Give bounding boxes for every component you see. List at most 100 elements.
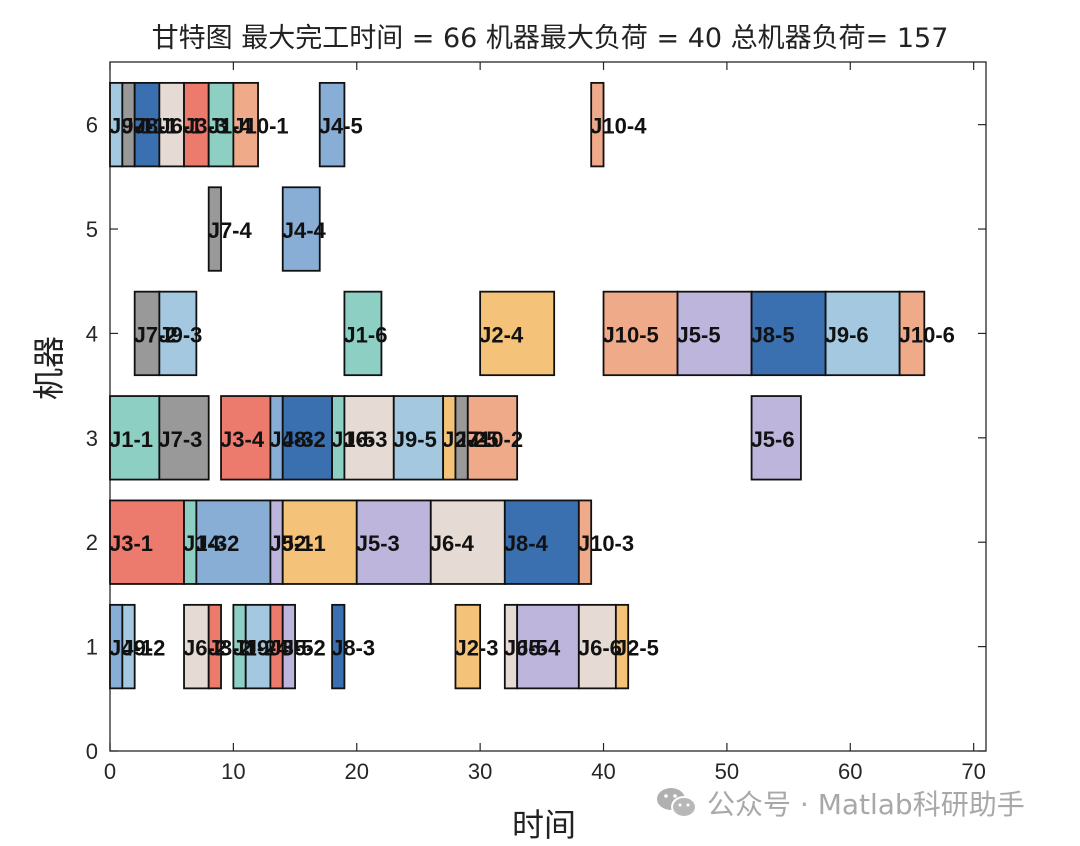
task-label: J10-3 (578, 531, 634, 556)
task-label: J5-4 (516, 636, 561, 661)
x-tick-label: 40 (591, 759, 615, 784)
task-label: J1-1 (109, 427, 153, 452)
task-label: J1-4 (208, 114, 253, 139)
task-label: J2-4 (479, 322, 524, 347)
task-label: J4-4 (282, 218, 327, 243)
y-tick-label: 5 (86, 217, 98, 242)
task-bar (898, 290, 926, 377)
task-bar (183, 603, 210, 690)
task-label: J7-2 (134, 322, 178, 347)
task-label: J1-5 (331, 427, 375, 452)
task-bars: J4-1J9-2 J6-2J3-2J1-2J9-4J3-5J5-2 J8-3 J2-3… (109, 81, 955, 690)
watermark: 公众号 · Matlab科研助手 (655, 783, 1025, 823)
task-label: J9-3 (158, 322, 202, 347)
x-tick-label: 70 (961, 759, 985, 784)
y-tick-label: 1 (86, 635, 98, 660)
task-label: J9-4 (245, 636, 290, 661)
task-label: J6-5 (504, 636, 548, 661)
task-label: J1-6 (343, 322, 387, 347)
x-tick-label: 20 (345, 759, 369, 784)
y-tick-label: 2 (86, 530, 98, 555)
task-label: J4-1 (109, 636, 153, 661)
task-label: J6-3 (343, 427, 387, 452)
task-bar (158, 395, 210, 481)
task-label: J3-3 (183, 114, 227, 139)
task-bar (232, 81, 259, 168)
task-label: J9-2 (121, 636, 165, 661)
task-bar (429, 499, 506, 585)
task-label: J9-5 (393, 427, 437, 452)
y-tick-label: 4 (86, 321, 98, 346)
task-label: J2-5 (615, 636, 659, 661)
task-label: J10-6 (899, 322, 955, 347)
task-bar (220, 395, 272, 481)
task-label: J2-1 (282, 531, 326, 556)
task-label: J7-5 (454, 427, 498, 452)
task-label: J3-4 (220, 427, 265, 452)
task-label: J1-3 (183, 531, 227, 556)
chart-title: 甘特图 最大完工时间 = 66 机器最大负荷 = 40 总机器负荷= 157 (151, 23, 949, 54)
task-label: J6-1 (158, 114, 202, 139)
task-bar (183, 81, 210, 168)
task-label: J8-1 (134, 114, 178, 139)
task-label: J5-5 (677, 322, 721, 347)
x-tick-label: 10 (221, 759, 245, 784)
task-bar (479, 290, 556, 377)
task-label: J3-5 (269, 636, 313, 661)
task-label: J4-5 (319, 114, 363, 139)
x-tick-label: 30 (468, 759, 492, 784)
x-axis-label: 时间 (512, 806, 577, 844)
task-bar (343, 290, 383, 377)
task-label: J6-6 (578, 636, 622, 661)
x-tick-label: 50 (715, 759, 739, 784)
task-bar (244, 603, 272, 690)
task-bar (121, 603, 136, 690)
task-bar (516, 603, 580, 690)
task-bar (281, 603, 296, 690)
task-bar (466, 395, 519, 481)
task-bar (207, 81, 235, 168)
task-label: J5-6 (751, 427, 795, 452)
task-bar (454, 603, 482, 690)
task-label: J10-4 (590, 114, 647, 139)
task-label: J7-3 (158, 427, 202, 452)
task-label: J2-2 (442, 427, 486, 452)
task-bar (158, 81, 185, 168)
y-tick-label: 3 (86, 426, 98, 451)
task-bar (331, 603, 346, 690)
task-bar (392, 395, 445, 481)
task-bar (577, 499, 593, 585)
task-bar (614, 603, 630, 690)
task-label: J5-2 (282, 636, 326, 661)
task-label: J5-1 (269, 531, 313, 556)
y-axis-label: 机器 (30, 335, 68, 400)
task-bar (109, 395, 161, 481)
task-bar (750, 395, 802, 481)
task-label: J3-1 (109, 531, 153, 556)
wechat-icon (657, 788, 697, 818)
task-label: J10-5 (603, 322, 659, 347)
task-label: J8-5 (751, 322, 795, 347)
task-bar (195, 499, 272, 585)
task-bar (109, 499, 185, 585)
task-bar (590, 81, 605, 168)
task-label: J8-4 (504, 531, 549, 556)
task-bar (207, 603, 222, 690)
y-tick-label: 6 (86, 113, 98, 138)
task-bar (824, 290, 901, 377)
x-tick-label: 0 (104, 759, 116, 784)
task-label: J10-2 (467, 427, 523, 452)
task-bar (343, 395, 395, 481)
task-label: J4-3 (269, 427, 313, 452)
task-bar (281, 499, 358, 585)
task-label: J8-2 (282, 427, 326, 452)
task-label: J8-3 (331, 636, 375, 661)
task-bar (281, 186, 321, 272)
task-bar (750, 290, 827, 377)
task-label: J6-4 (430, 531, 475, 556)
x-tick-label: 60 (838, 759, 862, 784)
task-label: J9-6 (825, 322, 869, 347)
task-label: J3-2 (208, 636, 252, 661)
task-label: J7-1 (121, 114, 165, 139)
